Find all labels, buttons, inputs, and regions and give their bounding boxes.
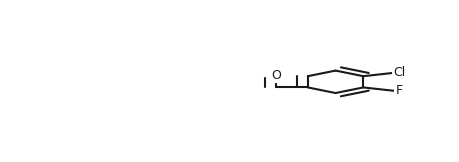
- Text: O: O: [270, 69, 280, 82]
- Text: F: F: [395, 84, 402, 97]
- Text: Cl: Cl: [392, 66, 404, 79]
